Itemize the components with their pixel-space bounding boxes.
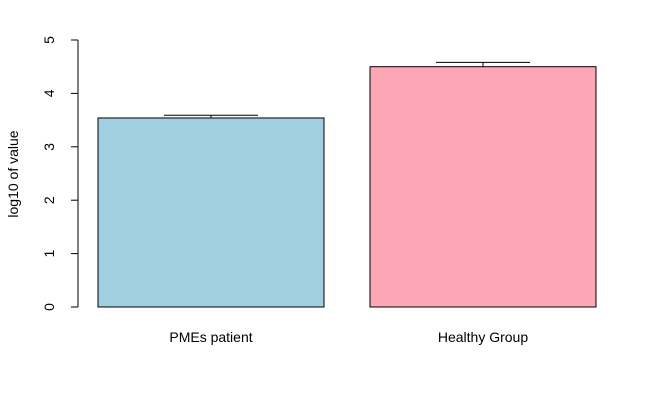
error-bars-group bbox=[164, 61, 530, 118]
x-labels-group: PMEs patient Healthy Group bbox=[169, 329, 528, 345]
y-tick-label: 4 bbox=[41, 89, 57, 97]
x-category-label: Healthy Group bbox=[438, 329, 528, 345]
x-category-label: PMEs patient bbox=[169, 329, 252, 345]
y-tick-label: 1 bbox=[41, 249, 57, 257]
y-tick-label: 0 bbox=[41, 303, 57, 311]
bar bbox=[369, 66, 597, 308]
y-axis-title: log10 of value bbox=[5, 130, 21, 217]
bars-group bbox=[97, 66, 597, 308]
y-tick-label: 2 bbox=[41, 196, 57, 204]
y-axis: 0 1 2 3 4 5 bbox=[41, 36, 79, 311]
y-tick-label: 5 bbox=[41, 36, 57, 44]
bar bbox=[97, 117, 325, 308]
y-tick-label: 3 bbox=[41, 143, 57, 151]
